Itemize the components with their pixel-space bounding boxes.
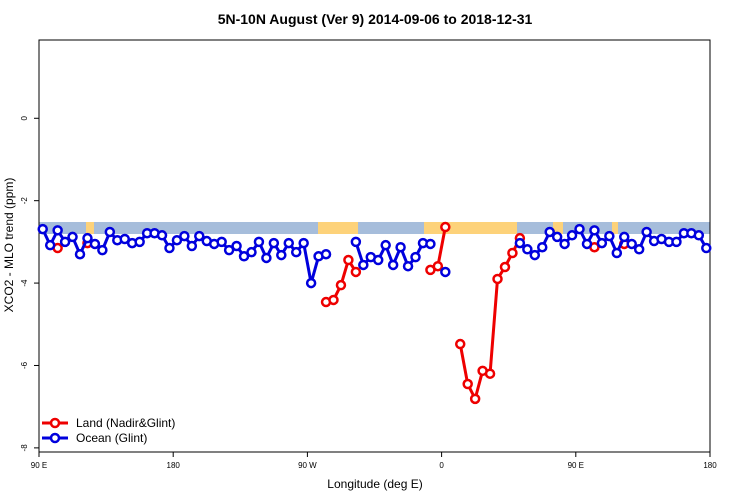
chart-title: 5N-10N August (Ver 9) 2014-09-06 to 2018… <box>218 11 533 27</box>
data-point <box>507 247 518 259</box>
data-point <box>604 230 615 242</box>
y-tick-label: -2 <box>20 197 29 205</box>
data-point <box>164 242 175 254</box>
data-point <box>626 238 637 250</box>
data-point <box>328 294 339 306</box>
data-point <box>261 252 272 264</box>
data-point <box>253 236 265 248</box>
data-point <box>387 259 399 271</box>
data-point <box>425 238 436 250</box>
data-point <box>186 240 198 252</box>
data-point <box>119 233 130 245</box>
data-point <box>97 244 108 256</box>
data-point <box>633 244 645 255</box>
y-tick-label: -6 <box>20 361 29 369</box>
data-point <box>37 223 48 235</box>
data-point <box>544 226 555 238</box>
y-tick-label: -8 <box>20 444 29 452</box>
data-point <box>52 225 63 236</box>
data-point <box>484 368 496 379</box>
data-point <box>701 242 712 254</box>
data-point <box>522 244 533 255</box>
data-point <box>514 237 526 249</box>
data-point <box>596 237 608 249</box>
data-point <box>89 238 101 250</box>
data-point <box>454 338 466 350</box>
data-point <box>268 237 280 249</box>
legend-label: Land (Nadir&Glint) <box>76 416 175 430</box>
data-point <box>693 230 705 241</box>
y-axis-label: XCO2 - MLO trend (ppm) <box>2 178 16 313</box>
data-point <box>380 239 391 251</box>
data-point <box>440 266 451 278</box>
data-point <box>440 221 451 233</box>
data-point <box>179 230 190 242</box>
data-point <box>432 260 444 272</box>
data-point <box>231 240 242 252</box>
data-point <box>134 236 145 248</box>
data-point <box>358 259 369 271</box>
x-tick-label: 90 W <box>298 461 317 470</box>
data-point <box>59 236 71 248</box>
legend: Land (Nadir&Glint)Ocean (Glint) <box>42 416 175 445</box>
x-tick-label: 180 <box>703 461 717 470</box>
data-point <box>320 248 332 260</box>
data-point <box>462 378 473 390</box>
data-point <box>589 225 600 236</box>
data-point <box>410 251 421 263</box>
data-point <box>499 261 511 273</box>
data-point <box>529 249 541 261</box>
data-point <box>82 232 93 244</box>
data-point <box>298 237 309 249</box>
data-point <box>619 231 630 243</box>
x-axis-label: Longitude (deg E) <box>327 477 422 491</box>
data-point <box>223 244 235 256</box>
data-point <box>395 241 406 253</box>
data-point <box>537 241 548 253</box>
data-point <box>67 231 78 243</box>
data-point <box>305 277 317 289</box>
legend-label: Ocean (Glint) <box>76 431 147 445</box>
data-point <box>581 238 593 250</box>
y-tick-label: -4 <box>20 279 29 287</box>
data-point <box>283 237 295 249</box>
data-point <box>611 247 623 259</box>
data-point <box>246 246 257 258</box>
data-point <box>171 234 183 246</box>
data-point <box>402 260 414 272</box>
data-point <box>156 230 168 241</box>
data-point <box>194 230 205 242</box>
data-point <box>335 279 347 291</box>
data-point <box>566 230 578 241</box>
legend-marker <box>49 432 61 444</box>
data-point <box>551 231 563 243</box>
data-point <box>469 393 481 405</box>
data-point <box>350 236 362 248</box>
x-tick-label: 90 E <box>568 461 584 470</box>
data-point <box>492 273 503 285</box>
data-point <box>276 249 287 261</box>
x-tick-label: 180 <box>167 461 181 470</box>
data-point <box>104 226 116 238</box>
y-tick-label: 0 <box>20 116 29 121</box>
data-point <box>44 239 56 251</box>
x-tick-label: 90 E <box>31 461 47 470</box>
data-point <box>290 246 302 258</box>
data-point <box>574 223 585 235</box>
data-point <box>641 226 652 238</box>
data-point <box>343 254 354 266</box>
data-point <box>216 236 227 248</box>
data-point <box>350 266 362 278</box>
x-tick-label: 0 <box>439 461 444 470</box>
data-point <box>671 236 682 248</box>
data-point <box>74 248 86 260</box>
data-point <box>559 238 570 250</box>
data-point <box>238 251 250 262</box>
data-point <box>372 254 384 266</box>
legend-marker <box>49 417 61 429</box>
